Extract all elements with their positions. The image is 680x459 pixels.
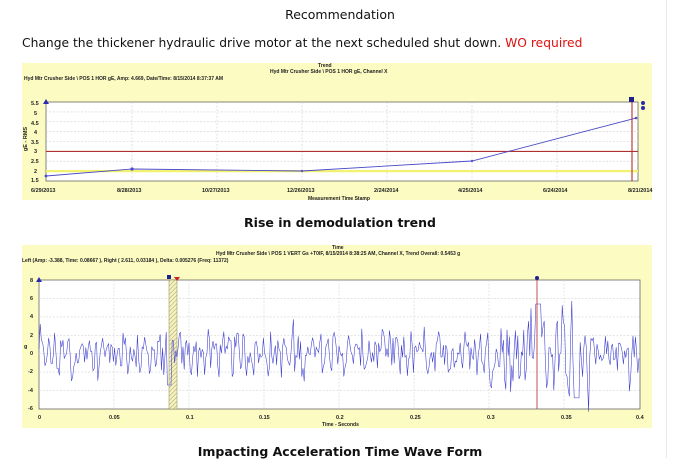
waveform-xtick: 0.2	[336, 415, 344, 421]
trend-xtick: 8/21/2014	[628, 188, 653, 194]
recommendation-text: Change the thickener hydraulic drive mot…	[22, 36, 582, 50]
trend-xtick: 12/26/2013	[287, 188, 315, 194]
trend-xtick: 6/29/2013	[31, 188, 56, 194]
trend-ytick: 3	[34, 149, 38, 155]
trend-ytick: 3.5	[31, 140, 39, 146]
waveform-xtick: 0.35	[561, 415, 572, 421]
waveform-window-title: Time	[332, 245, 344, 251]
waveform-ytick: -4	[28, 388, 33, 394]
trend-ytick: 2.5	[31, 159, 39, 165]
waveform-ytick: 8	[30, 278, 34, 284]
trend-ytick: 5.5	[31, 101, 39, 107]
waveform-xtick: 0.1	[186, 415, 194, 421]
waveform-ytick: 6	[30, 296, 34, 302]
waveform-header-right: Hyd Mtr Crusher Side \ POS 1 VERT Gs +T0…	[216, 251, 461, 257]
trend-ytick: 2	[34, 169, 38, 175]
waveform-ylabel: g	[24, 344, 28, 350]
caption-waveform: Impacting Acceleration Time Wave Form	[197, 444, 483, 459]
waveform-header-left: Left (Amp: -3.388, Time: 0.08667 ), Righ…	[22, 258, 229, 264]
waveform-ytick: -6	[28, 406, 33, 412]
waveform-plot	[36, 275, 641, 412]
trend-ytick: 1.5	[31, 178, 39, 184]
trend-header-left: Hyd Mtr Crusher Side \ POS 1 HOR gE, Amp…	[24, 76, 224, 82]
waveform-ytick: 4	[30, 314, 34, 320]
page-edge-divider	[666, 0, 667, 458]
wo-required-flag: WO required	[505, 36, 583, 50]
trend-xtick: 8/28/2013	[117, 188, 142, 194]
trend-ytick: 4.5	[31, 121, 39, 127]
recommendation-body: Change the thickener hydraulic drive mot…	[22, 36, 502, 50]
trend-plot	[43, 97, 639, 182]
trend-header-right: Hyd Mtr Crusher Side \ POS 1 HOR gE, Cha…	[270, 69, 388, 75]
trend-ylabel: gE - RMS	[23, 126, 30, 152]
trend-xlabel: Measurement Time Stamp	[308, 196, 370, 202]
trend-xtick: 2/24/2014	[374, 188, 399, 194]
waveform-xtick: 0.05	[109, 415, 120, 421]
waveform-xtick: 0.3	[487, 415, 495, 421]
waveform-ytick: -2	[28, 369, 33, 375]
waveform-xtick: 0.15	[259, 415, 270, 421]
trend-xtick: 4/25/2014	[458, 188, 483, 194]
waveform-ytick: 2	[30, 333, 34, 339]
trend-scroll-dots[interactable]	[640, 100, 646, 112]
waveform-ytick: 0	[30, 351, 34, 357]
waveform-xlabel: Time - Seconds	[322, 422, 359, 428]
trend-window-title: Trend	[318, 63, 332, 69]
waveform-xtick: 0.4	[636, 415, 644, 421]
waveform-line	[38, 300, 640, 412]
trend-xtick: 10/27/2013	[202, 188, 230, 194]
trend-ytick: 5	[34, 111, 38, 117]
trend-xtick: 6/24/2014	[543, 188, 568, 194]
waveform-xtick: 0	[38, 415, 42, 421]
page-title: Recommendation	[285, 7, 395, 22]
caption-trend: Rise in demodulation trend	[244, 215, 436, 230]
waveform-xtick: 0.25	[410, 415, 421, 421]
trend-ytick: 4	[34, 130, 38, 136]
cursor-band	[168, 279, 178, 410]
